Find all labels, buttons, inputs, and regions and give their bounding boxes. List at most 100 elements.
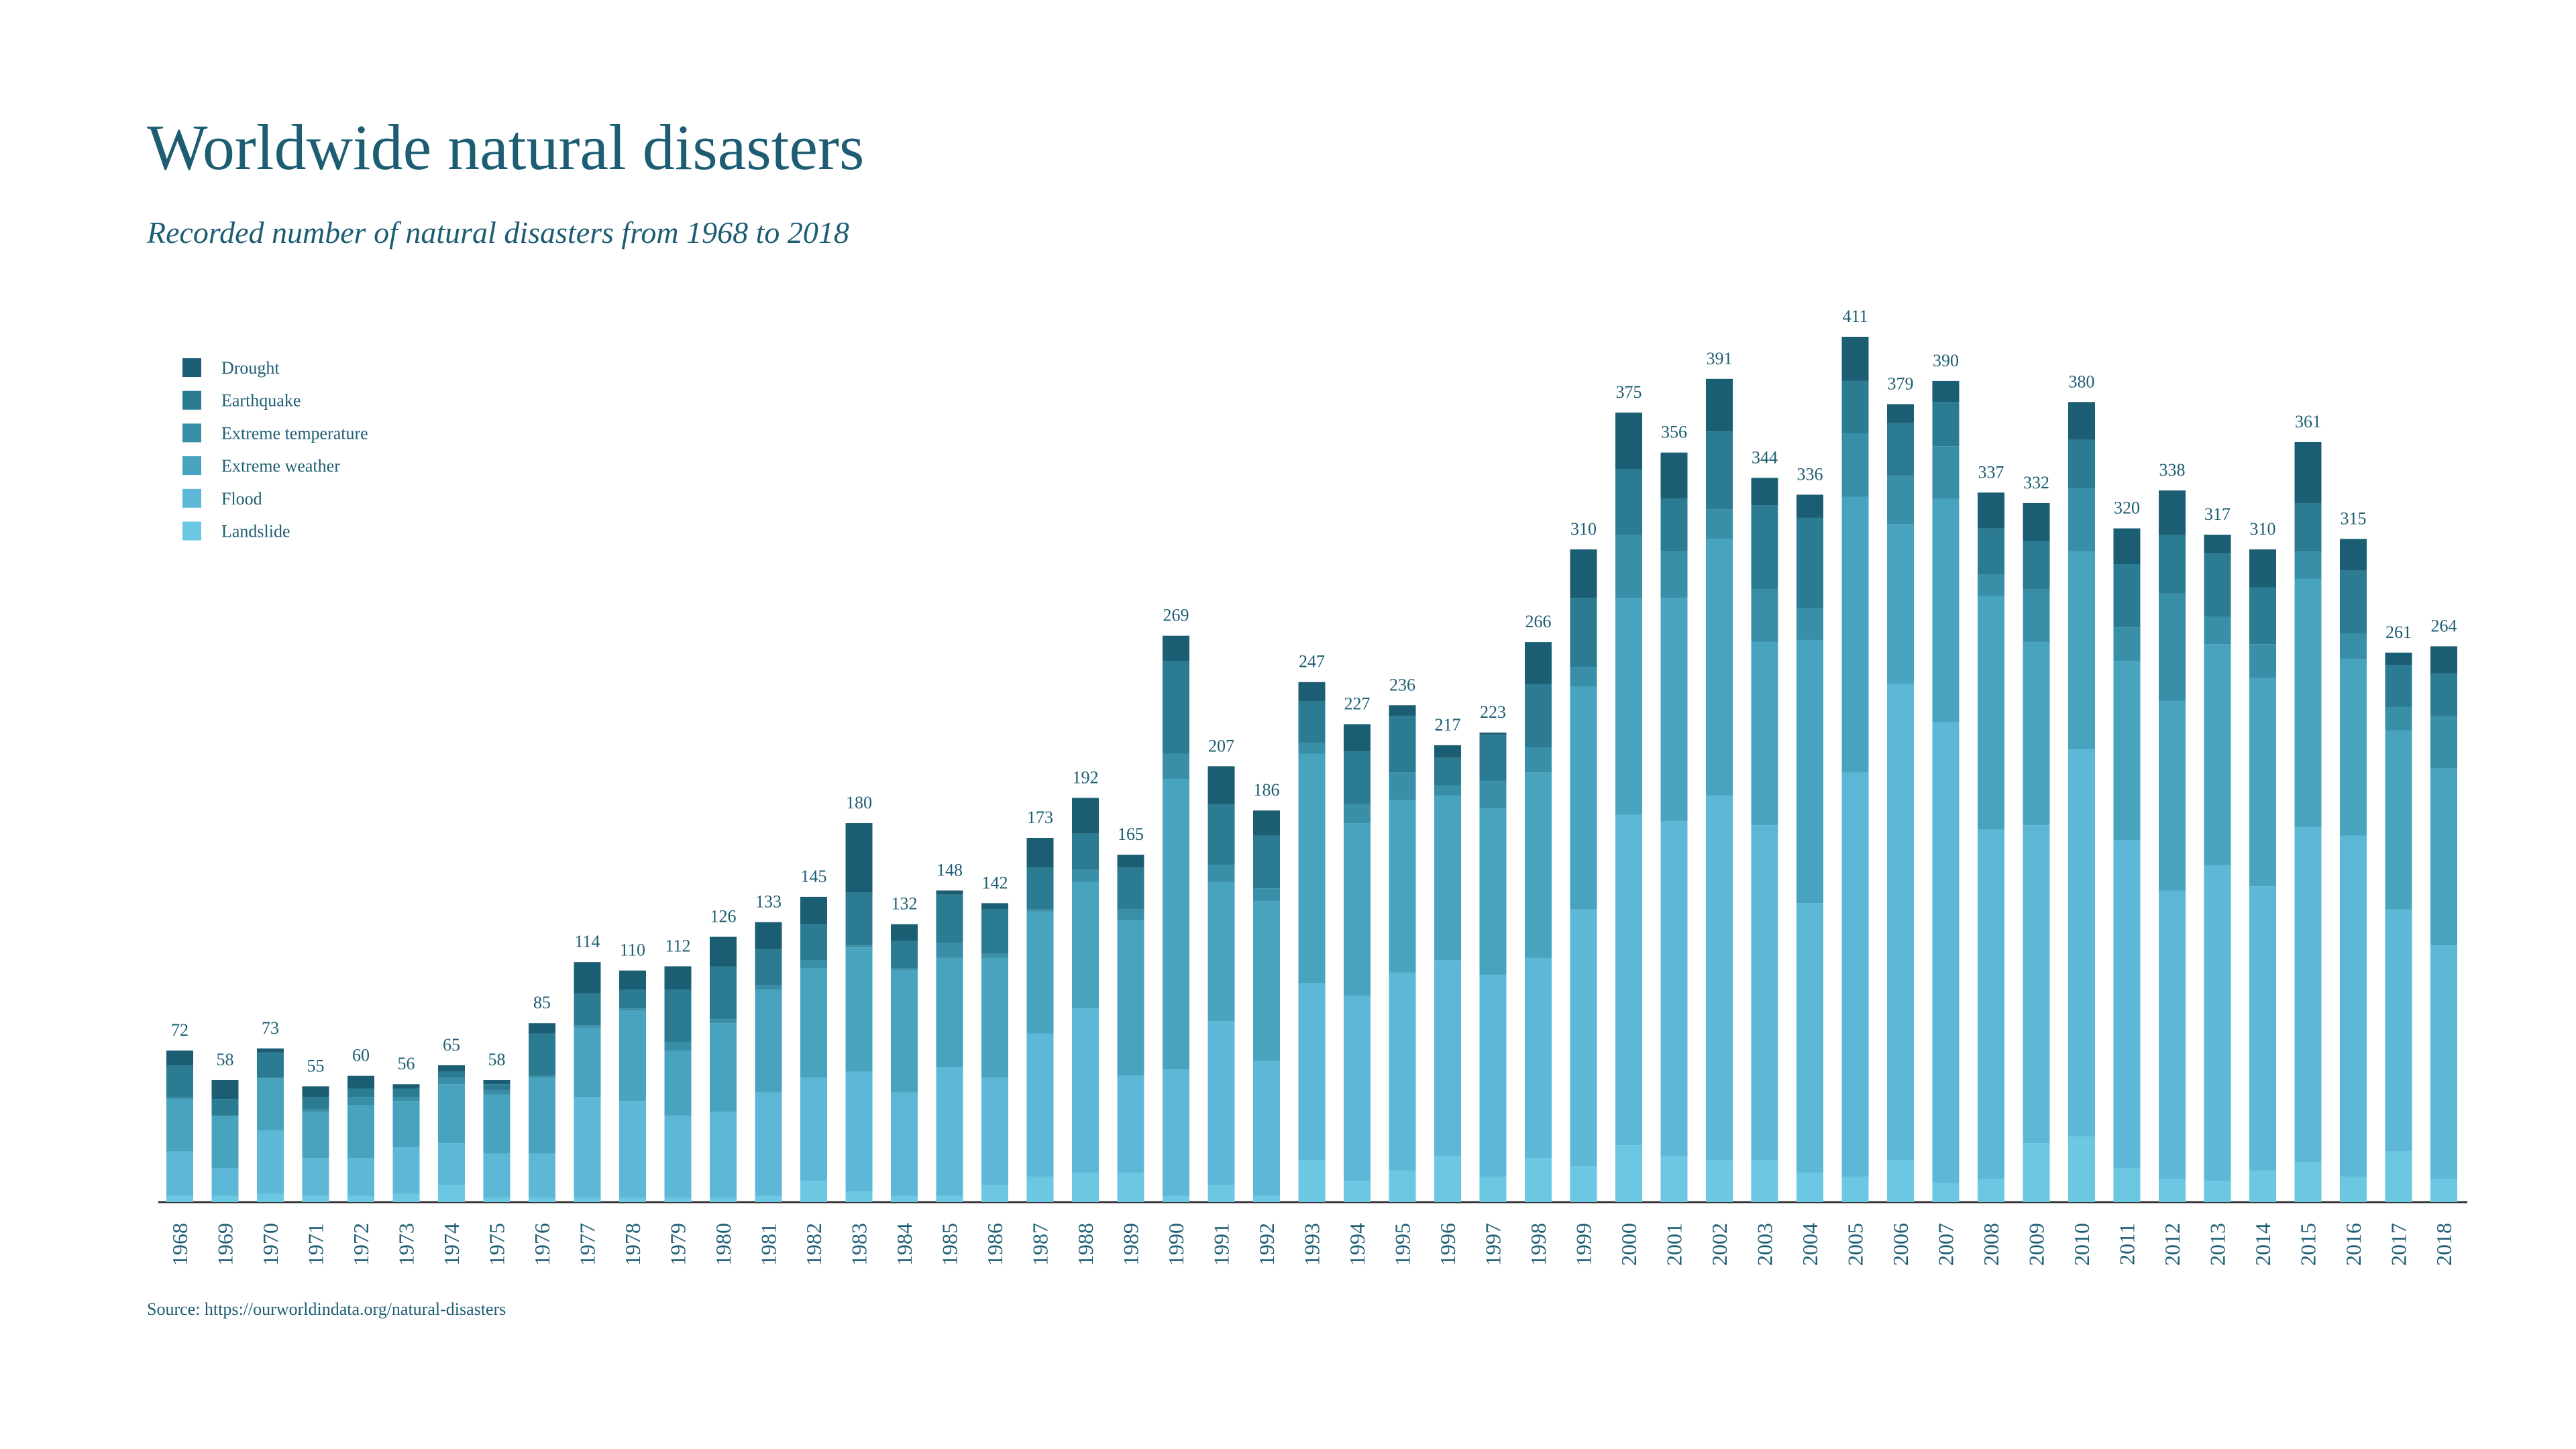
bar-segment bbox=[1796, 1173, 1823, 1202]
bar-segment bbox=[981, 903, 1008, 910]
total-label: 375 bbox=[1616, 382, 1642, 402]
bar-segment bbox=[2023, 541, 2050, 590]
bar-segment bbox=[574, 1027, 601, 1097]
total-label: 380 bbox=[2069, 372, 2095, 391]
bar-segment bbox=[2340, 570, 2367, 634]
bar-segment bbox=[1253, 1061, 1280, 1196]
bar-segment bbox=[483, 1153, 511, 1198]
bar-segment bbox=[257, 1077, 284, 1131]
bar-segment bbox=[1751, 478, 1778, 506]
bar-segment bbox=[166, 1097, 193, 1099]
bar-segment bbox=[619, 970, 646, 989]
total-label: 142 bbox=[982, 873, 1008, 892]
bar-segment bbox=[1570, 598, 1597, 667]
bar-segment bbox=[1796, 639, 1823, 904]
bar-segment bbox=[1796, 517, 1823, 608]
bar-segment bbox=[2068, 402, 2095, 440]
bar-segment bbox=[1660, 452, 1688, 499]
total-label: 73 bbox=[262, 1018, 279, 1038]
bar-segment bbox=[800, 960, 827, 969]
bar-segment bbox=[1570, 549, 1597, 598]
bar-segment bbox=[257, 1130, 284, 1194]
x-tick-label: 1998 bbox=[1526, 1223, 1550, 1266]
bar-segment bbox=[211, 1168, 239, 1196]
total-label: 236 bbox=[1389, 675, 1415, 694]
bar-segment bbox=[1706, 431, 1733, 510]
bar-segment bbox=[1072, 869, 1099, 882]
x-tick-label: 1985 bbox=[938, 1223, 962, 1266]
x-tick-label: 1983 bbox=[847, 1223, 871, 1266]
bar-segment bbox=[1253, 1195, 1280, 1202]
bar-segment bbox=[2113, 661, 2141, 841]
bar-segment bbox=[845, 823, 873, 893]
bar-segment bbox=[2385, 665, 2412, 708]
bar-segment bbox=[1344, 724, 1371, 752]
bar-segment bbox=[1978, 574, 2004, 596]
bar-segment bbox=[1841, 337, 1869, 381]
legend-label: Extreme weather bbox=[221, 456, 340, 476]
legend-swatch bbox=[182, 390, 201, 410]
total-label: 55 bbox=[307, 1056, 325, 1075]
bar-segment bbox=[392, 1193, 420, 1202]
legend-label: Flood bbox=[221, 489, 262, 508]
bar-segment bbox=[1841, 772, 1869, 1177]
bar-segment bbox=[1887, 684, 1914, 1161]
bar-segment bbox=[981, 957, 1008, 1078]
bar-segment bbox=[2249, 587, 2276, 645]
bar-segment bbox=[1615, 412, 1642, 470]
bar-segment bbox=[1117, 1075, 1144, 1173]
bar-segment bbox=[1072, 1008, 1099, 1173]
x-tick-label: 2017 bbox=[2387, 1223, 2411, 1266]
bar-segment bbox=[1389, 772, 1416, 800]
x-tick-label: 2000 bbox=[1617, 1223, 1641, 1266]
bar-segment bbox=[1163, 661, 1189, 754]
x-tick-label: 2001 bbox=[1662, 1223, 1686, 1266]
bar-segment bbox=[347, 1075, 374, 1089]
bar-segment bbox=[1932, 722, 1960, 1183]
x-tick-label: 1992 bbox=[1254, 1223, 1279, 1266]
bar-segment bbox=[1660, 551, 1688, 598]
bar-segment bbox=[574, 1197, 601, 1202]
x-tick-label: 1976 bbox=[530, 1223, 554, 1266]
total-label: 56 bbox=[398, 1054, 415, 1073]
bar-segment bbox=[166, 1051, 193, 1065]
bar-segment bbox=[755, 949, 782, 985]
x-tick-label: 1972 bbox=[349, 1223, 373, 1266]
bar-segment bbox=[664, 966, 692, 989]
total-label: 110 bbox=[620, 941, 645, 960]
x-tick-label: 2014 bbox=[2251, 1223, 2275, 1266]
bar-segment bbox=[936, 1195, 963, 1202]
bar-segment bbox=[710, 1197, 737, 1202]
bar-segment bbox=[2385, 909, 2412, 1152]
bar-segment bbox=[664, 1042, 692, 1051]
bar-segment bbox=[891, 1092, 918, 1196]
bar-segment bbox=[1479, 781, 1507, 809]
bar-segment bbox=[1208, 1185, 1235, 1202]
bar-segment bbox=[1570, 1166, 1597, 1202]
total-label: 332 bbox=[2023, 473, 2049, 492]
bar-segment bbox=[2113, 564, 2141, 628]
x-tick-label: 1978 bbox=[621, 1223, 645, 1266]
bar-segment bbox=[438, 1071, 465, 1078]
bar-segment bbox=[166, 1099, 193, 1152]
bar-segment bbox=[1751, 589, 1778, 643]
bar-segment bbox=[1163, 779, 1189, 1070]
x-tick-label: 2015 bbox=[2296, 1223, 2320, 1266]
bar-segment bbox=[302, 1112, 329, 1159]
bar-segment bbox=[392, 1101, 420, 1148]
bar-segment bbox=[1434, 796, 1461, 961]
bar-segment bbox=[1434, 785, 1461, 796]
x-tick-label: 2003 bbox=[1753, 1223, 1777, 1266]
chart-subtitle: Recorded number of natural disasters fro… bbox=[146, 215, 849, 250]
legend-label: Earthquake bbox=[221, 391, 301, 411]
bar-segment bbox=[438, 1185, 465, 1202]
total-label: 336 bbox=[1797, 464, 1823, 484]
bar-segment bbox=[2159, 700, 2186, 891]
total-label: 261 bbox=[2385, 623, 2412, 642]
bar-segment bbox=[347, 1097, 374, 1106]
bar-segment bbox=[483, 1084, 511, 1091]
bar-segment bbox=[1026, 1033, 1054, 1177]
bar-segment bbox=[2430, 715, 2457, 769]
bar-segment bbox=[1298, 743, 1326, 754]
